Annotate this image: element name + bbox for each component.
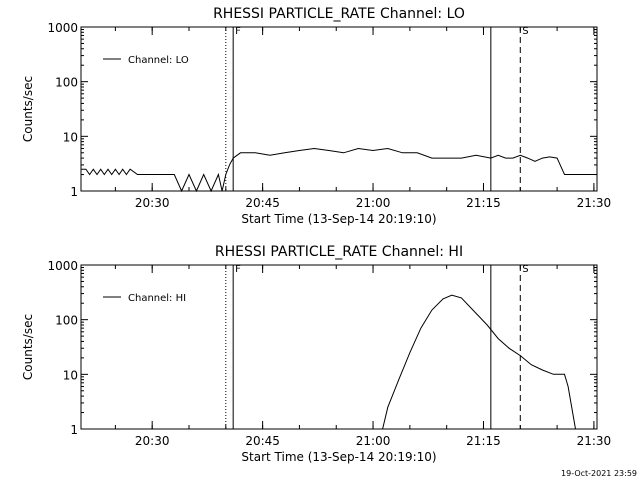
- plot-frame: [80, 26, 598, 192]
- x-tick-label: 21:30: [577, 196, 612, 210]
- x-axis-label: Start Time (13-Sep-14 20:19:10): [241, 212, 436, 226]
- x-tick-label: 21:00: [356, 434, 391, 448]
- marker-label-s: S: [522, 264, 528, 275]
- x-tick-label: 21:15: [466, 196, 501, 210]
- x-axis-label: Start Time (13-Sep-14 20:19:10): [241, 450, 436, 464]
- marker-label-f: F: [235, 26, 241, 37]
- chart-title: RHESSI PARTICLE_RATE Channel: HI: [215, 244, 463, 260]
- x-tick-label: 21:15: [466, 434, 501, 448]
- series-line-0: [382, 294, 576, 430]
- y-axis-label: Counts/sec: [21, 314, 35, 380]
- y-tick-label: 10: [63, 130, 78, 144]
- x-tick-label: 20:45: [245, 196, 280, 210]
- y-tick-label: 1: [70, 423, 78, 437]
- chart-title: RHESSI PARTICLE_RATE Channel: LO: [213, 6, 465, 22]
- y-tick-label: 100: [55, 314, 78, 328]
- x-tick-label: 21:00: [356, 196, 391, 210]
- series-line-0: [81, 147, 597, 193]
- legend-label: Channel: HI: [128, 293, 186, 304]
- lo-channel-panel: RHESSI PARTICLE_RATE Channel: LO Counts/s…: [21, 6, 612, 226]
- marker-label-s: S: [522, 26, 528, 37]
- footer-timestamp: 19-Oct-2021 23:59: [561, 469, 637, 478]
- x-tick-label: 20:30: [135, 196, 170, 210]
- plot-frame: [80, 264, 598, 430]
- y-tick-label: 1000: [47, 21, 78, 35]
- y-axis-label: Counts/sec: [21, 76, 35, 142]
- y-tick-label: 100: [55, 76, 78, 90]
- marker-label-f: F: [235, 264, 241, 275]
- y-tick-label: 1: [70, 185, 78, 199]
- legend-label: Channel: LO: [128, 55, 189, 66]
- x-tick-label: 20:30: [135, 434, 170, 448]
- y-tick-label: 1000: [47, 259, 78, 273]
- x-tick-label: 20:45: [245, 434, 280, 448]
- hi-channel-panel: RHESSI PARTICLE_RATE Channel: HI Counts/s…: [21, 244, 612, 464]
- x-tick-label: 21:30: [577, 434, 612, 448]
- y-tick-label: 10: [63, 368, 78, 382]
